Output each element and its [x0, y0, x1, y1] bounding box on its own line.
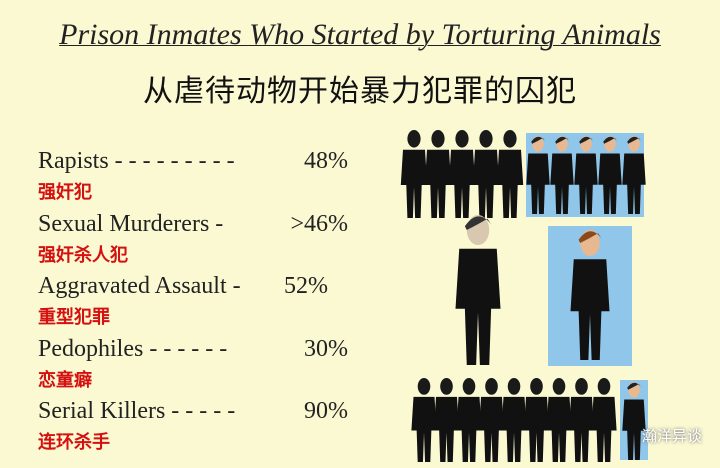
item-value: 30% — [304, 335, 348, 362]
item-value: 48% — [304, 148, 348, 174]
figure-part — [503, 130, 517, 148]
figure-part — [574, 153, 598, 214]
figure-part — [407, 130, 421, 148]
figure-part — [526, 153, 550, 214]
figure-part — [479, 130, 493, 148]
figure-part — [507, 378, 521, 395]
figure-part — [464, 216, 492, 230]
figure-part — [462, 378, 476, 395]
figure-part — [598, 153, 622, 214]
figure-part — [627, 136, 641, 144]
figure-part — [448, 149, 476, 218]
item-label: Sexual Murderers - >46% — [38, 210, 348, 237]
figure-part — [575, 378, 588, 395]
figure-part — [597, 378, 611, 395]
figure-part — [603, 136, 617, 144]
figure-part — [440, 378, 453, 395]
item-value: 90% — [304, 398, 348, 424]
subtitle: 从虐待动物开始暴力犯罪的囚犯 — [143, 74, 577, 109]
figure-part — [591, 396, 617, 462]
figure-part — [472, 149, 500, 218]
item-label: Aggravated Assault -52% — [38, 273, 328, 299]
figure-part — [531, 136, 545, 144]
figure-part — [627, 382, 641, 390]
figure-part — [431, 130, 445, 148]
figure-part — [417, 378, 431, 395]
item-label: Pedophiles - - - - - -30% — [38, 335, 348, 362]
figure-part — [578, 231, 602, 243]
figure-part — [496, 149, 524, 218]
figure-part — [570, 259, 610, 360]
figure-part — [622, 153, 646, 214]
item-value: >46% — [290, 210, 348, 237]
item-label: Serial Killers - - - - -90% — [38, 398, 348, 424]
item-label-zh: 重型犯罪 — [38, 307, 110, 328]
figure-part — [411, 396, 437, 462]
figure-part — [546, 396, 572, 462]
figure-part — [550, 153, 574, 214]
figure-part — [622, 399, 646, 460]
figure-part — [478, 396, 505, 462]
item-label: Rapists - - - - - - - - -48% — [38, 148, 348, 174]
figure-part — [530, 378, 543, 395]
figure-part — [433, 396, 460, 462]
figure-part — [523, 396, 550, 462]
figure-part — [424, 149, 452, 218]
figure-part — [579, 136, 593, 144]
figure-part — [568, 396, 595, 462]
figure-part — [501, 396, 527, 462]
item-label-zh: 强奸杀人犯 — [38, 244, 128, 266]
item-label-zh: 连环杀手 — [38, 432, 110, 453]
figure-part — [485, 378, 498, 395]
figure-part — [456, 396, 482, 462]
figure-part — [400, 149, 428, 218]
item-label-zh: 恋童癖 — [38, 369, 92, 391]
figure-part — [552, 378, 566, 395]
watermark: 瀚洋异谈 — [641, 427, 702, 445]
figure-part — [455, 130, 469, 148]
item-value: 52% — [284, 273, 328, 299]
figure-part — [555, 136, 569, 144]
item-label-zh: 强奸犯 — [38, 182, 92, 203]
title: Prison Inmates Who Started by Torturing … — [59, 18, 661, 51]
figure-part — [455, 248, 501, 365]
